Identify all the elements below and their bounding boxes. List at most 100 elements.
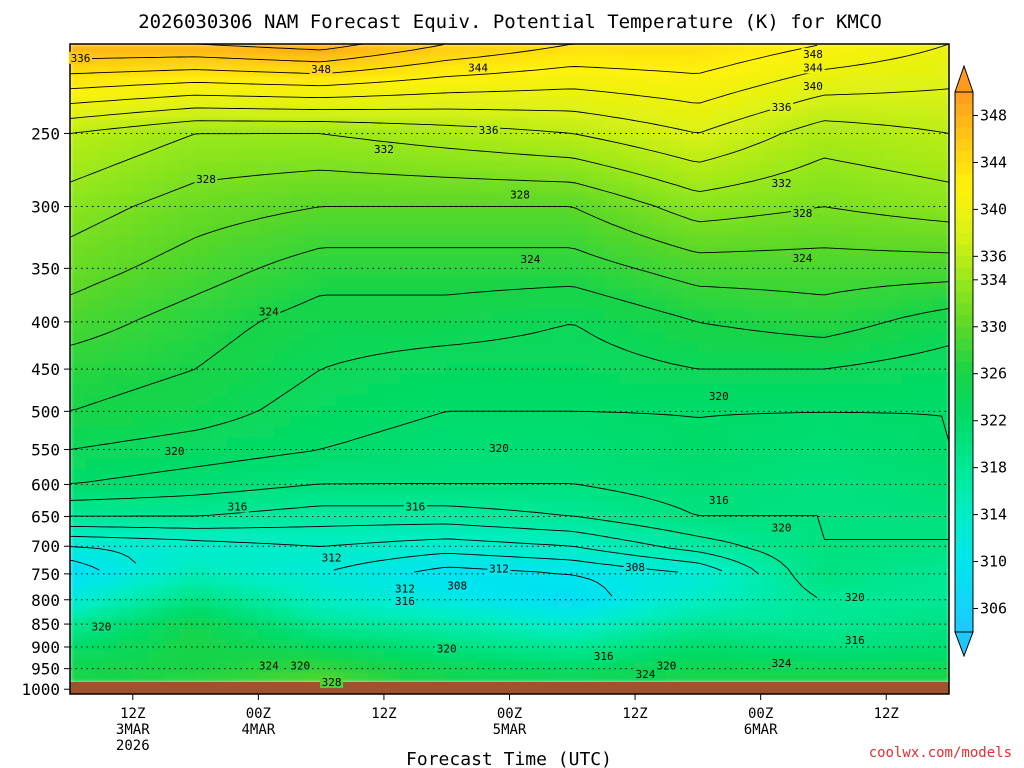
heatmap-cell xyxy=(321,182,338,194)
heatmap-cell xyxy=(226,639,244,651)
heatmap-cell xyxy=(509,384,526,396)
heatmap-cell xyxy=(776,671,793,683)
heatmap-cell xyxy=(101,97,118,109)
contour-label: 320 xyxy=(489,442,509,455)
heatmap-cell xyxy=(792,650,809,662)
heatmap-cell xyxy=(901,320,919,332)
heatmap-cell xyxy=(462,309,479,322)
heatmap-cell xyxy=(807,628,825,641)
heatmap-cell xyxy=(179,469,197,481)
heatmap-cell xyxy=(101,309,118,322)
heatmap-cell xyxy=(587,405,605,417)
heatmap-cell xyxy=(556,118,574,130)
heatmap-cell xyxy=(760,596,778,609)
heatmap-cell xyxy=(383,384,401,396)
heatmap-cell xyxy=(509,203,526,215)
heatmap-cell xyxy=(744,246,762,258)
heatmap-cell xyxy=(258,182,275,194)
heatmap-cell xyxy=(823,522,840,534)
heatmap-cell xyxy=(760,341,778,354)
heatmap-cell xyxy=(729,192,746,205)
heatmap-cell xyxy=(462,171,479,184)
heatmap-cell xyxy=(666,426,683,439)
heatmap-cell xyxy=(258,363,275,375)
heatmap-cell xyxy=(807,171,825,184)
heatmap-cell xyxy=(650,299,668,311)
heatmap-cell xyxy=(431,437,448,449)
heatmap-cell xyxy=(776,150,793,162)
heatmap-cell xyxy=(792,437,809,449)
heatmap-cell xyxy=(258,479,275,492)
heatmap-cell xyxy=(839,437,856,449)
credit-link[interactable]: coolwx.com/models xyxy=(869,745,1012,761)
heatmap-cell xyxy=(101,490,118,503)
heatmap-cell xyxy=(478,277,495,290)
heatmap-cell xyxy=(242,118,260,130)
heatmap-cell xyxy=(556,596,574,609)
heatmap-cell xyxy=(540,479,558,492)
y-tick-label: 600 xyxy=(31,475,60,494)
heatmap-cell xyxy=(368,75,385,88)
heatmap-cell xyxy=(336,586,354,598)
heatmap-cell xyxy=(839,86,856,98)
heatmap-cell xyxy=(650,107,668,120)
heatmap-cell xyxy=(509,543,526,556)
heatmap-cell xyxy=(917,267,935,279)
heatmap-cell xyxy=(682,44,699,56)
heatmap-cell xyxy=(101,639,118,651)
heatmap-cell xyxy=(493,650,511,662)
heatmap-cell xyxy=(792,299,809,311)
heatmap-cell xyxy=(540,299,558,311)
heatmap-cell xyxy=(431,160,448,173)
heatmap-cell xyxy=(117,341,134,354)
heatmap-cell xyxy=(666,65,683,77)
heatmap-cell xyxy=(195,277,213,290)
heatmap-cell xyxy=(226,565,244,577)
heatmap-cell xyxy=(493,65,511,77)
heatmap-cell xyxy=(383,416,401,428)
heatmap-cell xyxy=(933,363,949,375)
heatmap-cell xyxy=(682,363,699,375)
heatmap-cell xyxy=(258,607,275,619)
heatmap-cell xyxy=(352,160,370,173)
heatmap-cell xyxy=(274,309,291,322)
heatmap-cell xyxy=(917,448,935,460)
heatmap-cell xyxy=(776,288,793,300)
colorbar-segment xyxy=(955,585,973,598)
colorbar-segment xyxy=(955,362,973,375)
heatmap-cell xyxy=(321,246,338,258)
contour-label-bg xyxy=(372,143,396,156)
colorbar-segment xyxy=(955,291,973,304)
heatmap-cell xyxy=(603,533,621,545)
heatmap-cell xyxy=(697,533,715,545)
heatmap-cell xyxy=(729,235,746,247)
heatmap-cell xyxy=(242,650,260,662)
heatmap-cell xyxy=(729,256,746,269)
heatmap-cell xyxy=(729,533,746,545)
heatmap-cell xyxy=(101,246,118,258)
heatmap-cell xyxy=(242,288,260,300)
heatmap-cell xyxy=(226,660,244,673)
heatmap-cell xyxy=(258,44,275,56)
heatmap-cell xyxy=(478,522,495,534)
heatmap-cell xyxy=(289,373,307,386)
heatmap-cell xyxy=(431,256,448,269)
heatmap-cell xyxy=(619,54,636,67)
heatmap-cell xyxy=(336,171,354,184)
heatmap-cell xyxy=(415,160,432,173)
heatmap-cell xyxy=(870,501,888,513)
heatmap-cell xyxy=(587,182,605,194)
heatmap-cell xyxy=(368,256,385,269)
heatmap-cell xyxy=(289,150,307,162)
heatmap-cell xyxy=(352,660,370,673)
heatmap-cell xyxy=(870,192,888,205)
heatmap-cell xyxy=(85,426,103,439)
heatmap-cell xyxy=(540,373,558,386)
heatmap-cell xyxy=(886,628,903,641)
heatmap-cell xyxy=(760,235,778,247)
heatmap-cell xyxy=(148,363,165,375)
heatmap-cell xyxy=(509,416,526,428)
heatmap-cell xyxy=(572,607,589,619)
heatmap-cell xyxy=(619,150,636,162)
heatmap-cell xyxy=(274,267,291,279)
